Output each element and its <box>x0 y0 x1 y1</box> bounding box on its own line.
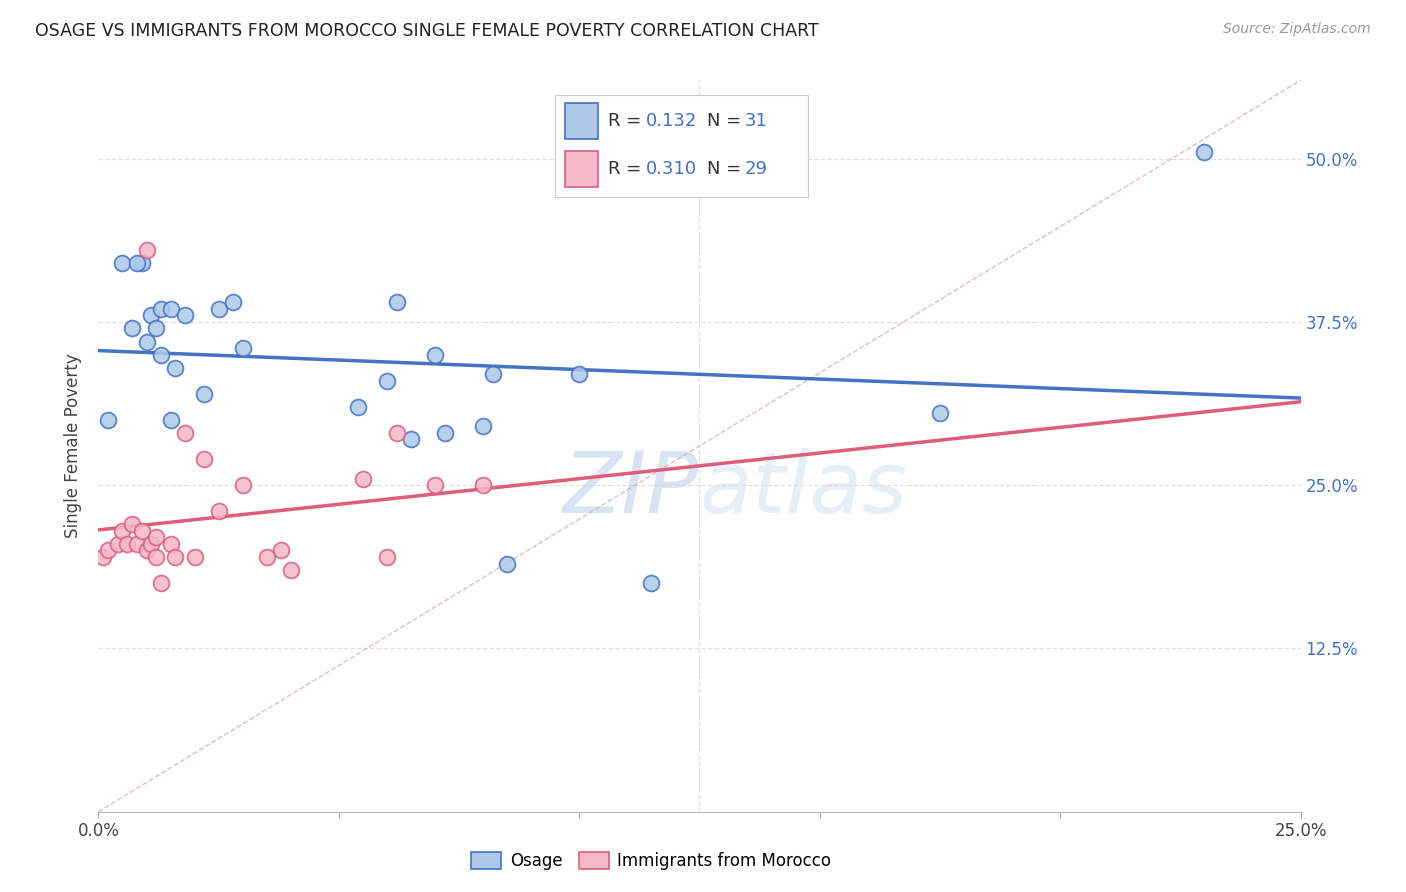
Point <box>232 341 254 355</box>
Point <box>568 367 591 381</box>
Point <box>165 549 187 564</box>
Point <box>165 360 187 375</box>
Text: OSAGE VS IMMIGRANTS FROM MOROCCO SINGLE FEMALE POVERTY CORRELATION CHART: OSAGE VS IMMIGRANTS FROM MOROCCO SINGLE … <box>35 22 818 40</box>
Point <box>135 543 157 558</box>
Point <box>352 472 374 486</box>
FancyBboxPatch shape <box>565 103 598 139</box>
Point <box>149 301 172 316</box>
Point <box>481 367 503 381</box>
Point <box>131 256 153 270</box>
Legend: Osage, Immigrants from Morocco: Osage, Immigrants from Morocco <box>465 845 838 877</box>
Point <box>232 478 254 492</box>
Point <box>91 549 114 564</box>
Point <box>159 301 181 316</box>
Text: R =: R = <box>609 161 647 178</box>
Point <box>270 543 292 558</box>
Point <box>496 557 519 571</box>
Point <box>97 543 120 558</box>
Point <box>125 256 148 270</box>
Point <box>145 549 167 564</box>
Point <box>928 406 950 420</box>
Point <box>472 419 495 434</box>
Text: N =: N = <box>707 161 747 178</box>
Point <box>399 433 422 447</box>
Point <box>149 348 172 362</box>
Point <box>107 537 129 551</box>
Point <box>375 549 398 564</box>
Point <box>280 563 302 577</box>
Point <box>121 517 143 532</box>
Text: 0.310: 0.310 <box>647 161 697 178</box>
Text: R =: R = <box>609 112 647 130</box>
Text: ZIP: ZIP <box>564 449 700 532</box>
Point <box>640 576 662 591</box>
Point <box>131 524 153 538</box>
Point <box>159 413 181 427</box>
Point <box>193 452 215 467</box>
Point <box>423 478 446 492</box>
Point <box>121 321 143 335</box>
Point <box>208 504 231 518</box>
Point <box>1194 145 1216 160</box>
Point <box>347 400 370 414</box>
Point <box>135 243 157 257</box>
Text: 29: 29 <box>745 161 768 178</box>
FancyBboxPatch shape <box>565 152 598 187</box>
Point <box>149 576 172 591</box>
Text: atlas: atlas <box>700 449 907 532</box>
Point <box>111 524 134 538</box>
Text: N =: N = <box>707 112 747 130</box>
Point <box>208 301 231 316</box>
Point <box>183 549 205 564</box>
Point <box>256 549 278 564</box>
Point <box>174 309 197 323</box>
Point <box>375 374 398 388</box>
Point <box>141 537 163 551</box>
Point <box>433 425 456 440</box>
Point <box>145 321 167 335</box>
Point <box>135 334 157 349</box>
Y-axis label: Single Female Poverty: Single Female Poverty <box>63 354 82 538</box>
Point <box>145 530 167 544</box>
Point <box>385 425 408 440</box>
Point <box>385 295 408 310</box>
Point <box>125 537 148 551</box>
Text: 0.132: 0.132 <box>647 112 697 130</box>
Point <box>97 413 120 427</box>
Point <box>117 537 139 551</box>
Point <box>174 425 197 440</box>
Text: Source: ZipAtlas.com: Source: ZipAtlas.com <box>1223 22 1371 37</box>
Text: 31: 31 <box>745 112 768 130</box>
Point <box>141 309 163 323</box>
Point <box>222 295 245 310</box>
Point <box>472 478 495 492</box>
Point <box>423 348 446 362</box>
Point <box>193 386 215 401</box>
Point <box>111 256 134 270</box>
Point <box>159 537 181 551</box>
